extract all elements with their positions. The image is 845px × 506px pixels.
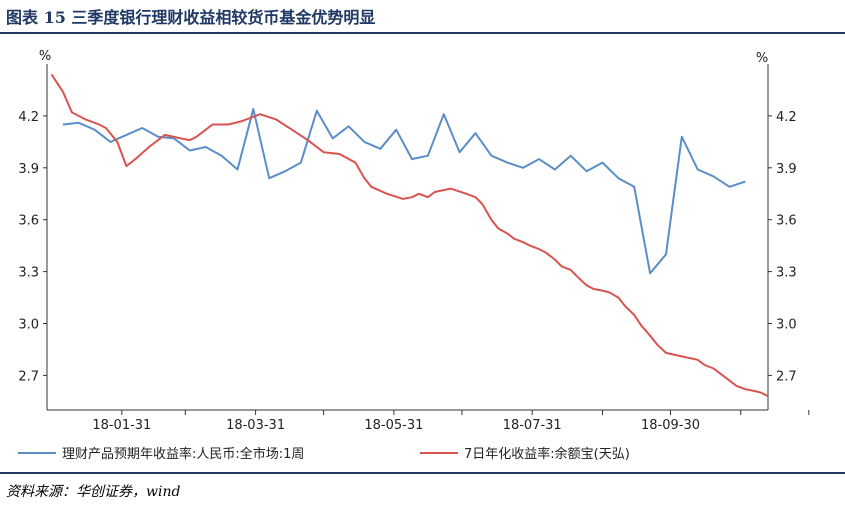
series-line-1 bbox=[62, 108, 746, 275]
source-note: 资料来源：华创证券，wind bbox=[6, 484, 181, 500]
x-tick-label: 18-07-31 bbox=[503, 418, 562, 433]
line-chart: % % 4.2 4.2 3.9 3.9 3.6 3.6 3.3 3.3 3.0 3.0 2.7 2.7 18… bbox=[18, 49, 810, 462]
axes-layer: % % 4.2 4.2 3.9 3.9 3.6 3.6 3.3 3.3 3.0 3.0 2.7 2.7 18… bbox=[18, 49, 810, 433]
x-tick-label: 18-01-31 bbox=[92, 418, 151, 433]
x-tick-label: 18-05-31 bbox=[364, 418, 423, 433]
left-unit-label: % bbox=[39, 49, 51, 64]
legend: 理财产品预期年收益率:人民币:全市场:1周 7日年化收益率:余额宝(天弘) bbox=[18, 446, 630, 462]
y-tick-label-right: 4.2 bbox=[776, 110, 797, 125]
title-rule bbox=[0, 32, 845, 34]
y-tick-label-right: 3.0 bbox=[776, 318, 797, 333]
series-layer bbox=[50, 73, 769, 398]
y-tick-label-right: 3.6 bbox=[776, 214, 797, 229]
y-tick-label-left: 3.6 bbox=[18, 214, 39, 229]
legend-label-2: 7日年化收益率:余额宝(天弘) bbox=[464, 446, 630, 462]
y-tick-label-left: 4.2 bbox=[18, 110, 39, 125]
y-tick-label-left: 3.0 bbox=[18, 318, 39, 333]
series-line-2 bbox=[50, 73, 769, 398]
x-tick-label: 18-09-30 bbox=[641, 418, 700, 433]
y-tick-label-left: 3.3 bbox=[18, 266, 39, 281]
y-tick-label-right: 3.9 bbox=[776, 162, 797, 177]
x-tick-label: 18-03-31 bbox=[226, 418, 285, 433]
y-tick-label-left: 3.9 bbox=[18, 162, 39, 177]
y-tick-label-left: 2.7 bbox=[18, 369, 39, 384]
y-tick-label-right: 3.3 bbox=[776, 266, 797, 281]
chart-title: 图表 15 三季度银行理财收益相较货币基金优势明显 bbox=[6, 8, 376, 27]
legend-label-1: 理财产品预期年收益率:人民币:全市场:1周 bbox=[62, 446, 304, 462]
footer-rule bbox=[0, 472, 845, 474]
right-unit-label: % bbox=[756, 51, 768, 66]
y-tick-label-right: 2.7 bbox=[776, 369, 797, 384]
